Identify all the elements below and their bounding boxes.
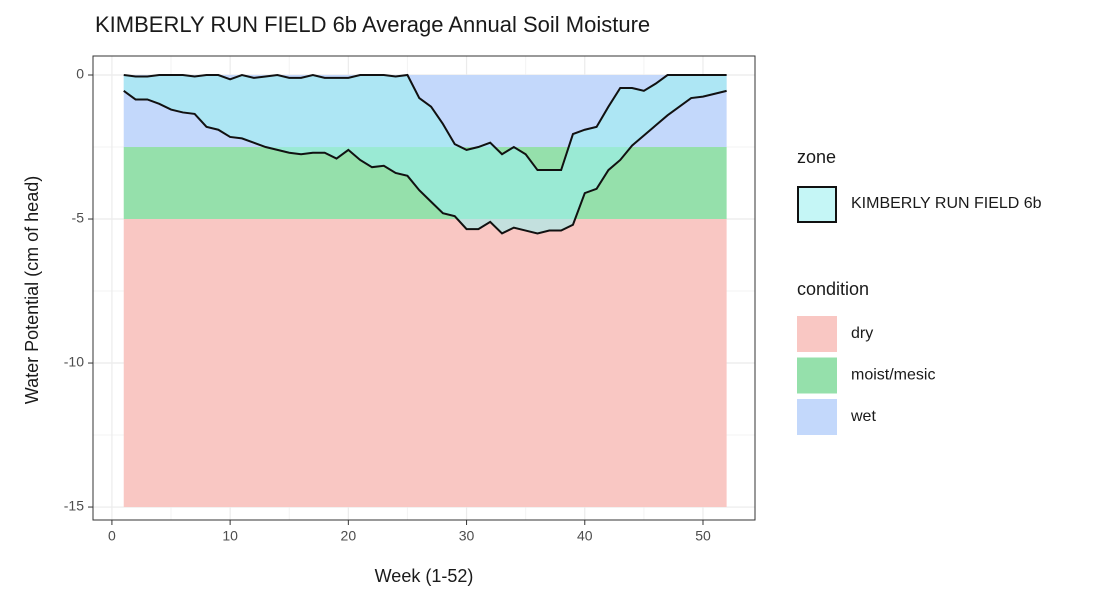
ribbon-fill xyxy=(123,75,727,234)
legend-title: condition xyxy=(797,279,869,299)
x-tick-label: 30 xyxy=(459,528,475,544)
ribbon-edge xyxy=(123,89,727,235)
x-tick-label: 0 xyxy=(108,528,116,544)
legend-swatch xyxy=(797,316,837,352)
y-tick-label: -10 xyxy=(64,354,84,370)
x-tick-label: 10 xyxy=(222,528,238,544)
x-axis-label: Week (1-52) xyxy=(375,566,474,586)
y-tick-label: 0 xyxy=(76,66,84,82)
legend-label: dry xyxy=(851,325,873,342)
legend-swatch xyxy=(797,357,837,394)
legend-label: moist/mesic xyxy=(851,367,935,384)
legend-swatch xyxy=(797,399,837,435)
x-tick-label: 50 xyxy=(695,528,711,544)
y-axis-label: Water Potential (cm of head) xyxy=(22,176,42,404)
y-tick-label: -15 xyxy=(64,498,84,514)
legend-label: KIMBERLY RUN FIELD 6b xyxy=(851,195,1042,212)
condition-band xyxy=(123,219,727,508)
y-tick-label: -5 xyxy=(72,210,85,226)
legend-swatch xyxy=(797,186,837,223)
x-tick-label: 20 xyxy=(341,528,357,544)
plot-border xyxy=(92,55,756,521)
legend-label: wet xyxy=(850,408,876,425)
chart-title: KIMBERLY RUN FIELD 6b Average Annual Soi… xyxy=(95,12,650,37)
ribbon-edge xyxy=(123,73,727,172)
x-tick-label: 40 xyxy=(577,528,593,544)
legend-title: zone xyxy=(797,147,836,167)
